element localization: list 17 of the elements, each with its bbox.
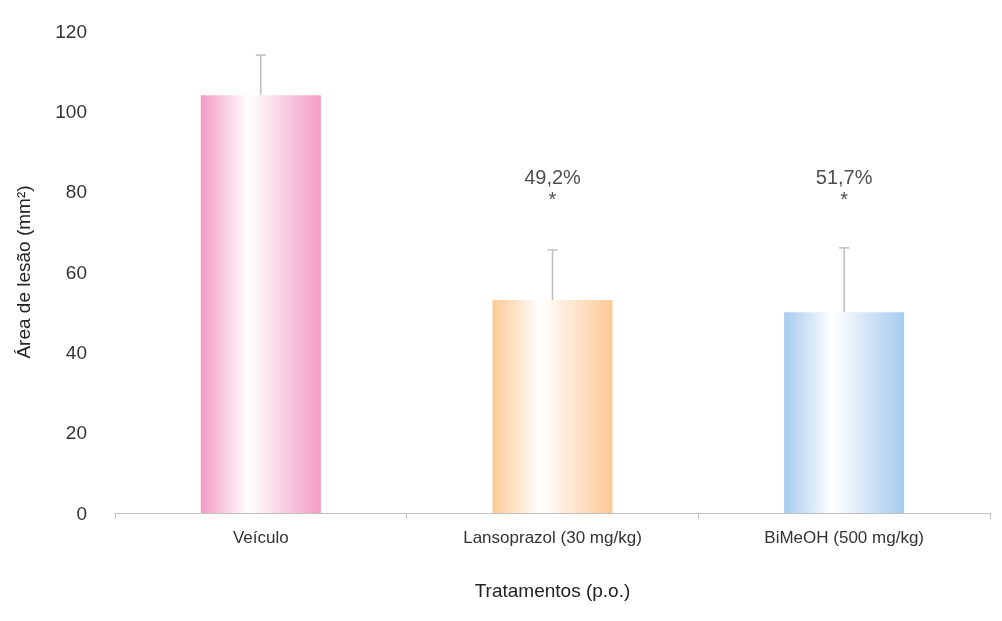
- y-tick-label: 60: [65, 261, 87, 283]
- x-axis-title: Tratamentos (p.o.): [474, 580, 631, 601]
- y-tick-label: 80: [65, 181, 87, 203]
- y-tick-label: 40: [65, 341, 87, 363]
- x-tick-label: Lansoprazol (30 mg/kg): [463, 528, 642, 547]
- annotation: 51,7% *: [815, 165, 873, 210]
- y-tick-label: 120: [55, 20, 87, 42]
- x-tick-label: BiMeOH (500 mg/kg): [764, 528, 924, 547]
- y-axis-title: Área de lesão (mm²): [13, 185, 34, 359]
- bar: [784, 312, 905, 513]
- y-tick-label: 0: [76, 502, 87, 524]
- x-tick-label: Veículo: [232, 528, 289, 547]
- y-tick-label: 20: [65, 422, 87, 444]
- bar: [492, 300, 613, 513]
- annotation: 49,2% *: [524, 165, 582, 210]
- bar: [200, 95, 321, 513]
- y-tick-label: 100: [55, 100, 87, 122]
